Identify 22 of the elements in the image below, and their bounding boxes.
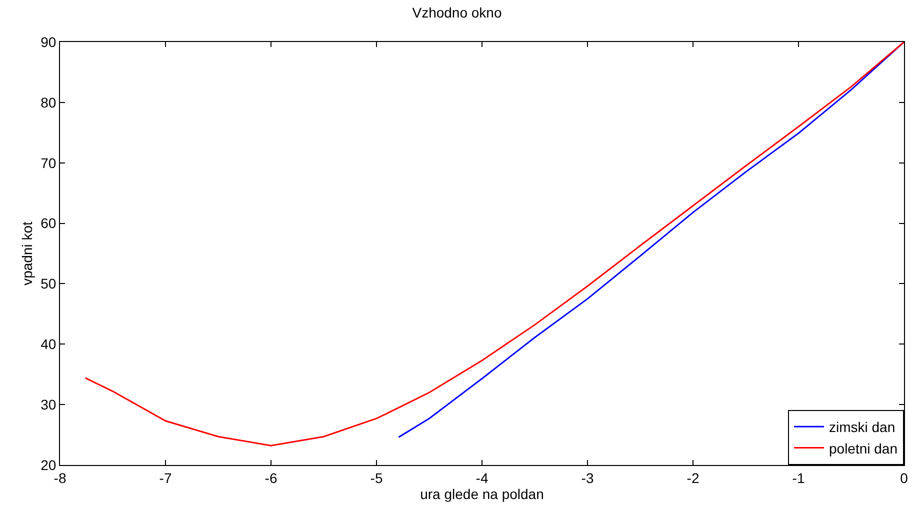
x-tick-label: -1 <box>792 470 805 486</box>
x-tick-label: 0 <box>900 470 908 486</box>
legend-label: poletni dan <box>829 440 898 456</box>
x-tick-label: -5 <box>370 470 383 486</box>
y-tick-label: 30 <box>40 396 56 412</box>
legend-label: zimski dan <box>829 419 896 436</box>
y-tick-label: 90 <box>40 34 56 50</box>
y-tick-label: 70 <box>40 154 56 171</box>
x-tick-label: -7 <box>159 470 172 486</box>
y-tick-label: 80 <box>40 94 56 110</box>
y-tick-label: 60 <box>40 215 56 232</box>
x-tick-label: -4 <box>476 470 488 486</box>
x-axis-title: ura glede na poldan <box>420 486 544 502</box>
y-tick-label: 50 <box>40 276 56 292</box>
chart-title: Vzhodno okno <box>412 4 502 20</box>
x-tick-label: -2 <box>686 470 700 486</box>
y-tick-label: 20 <box>40 456 56 473</box>
y-tick-label: 40 <box>40 336 56 352</box>
y-axis-title: vpadni kot <box>19 221 36 286</box>
x-tick-label: -8 <box>54 470 66 486</box>
x-tick-label: -6 <box>264 470 278 486</box>
x-tick-label: -3 <box>581 470 594 486</box>
